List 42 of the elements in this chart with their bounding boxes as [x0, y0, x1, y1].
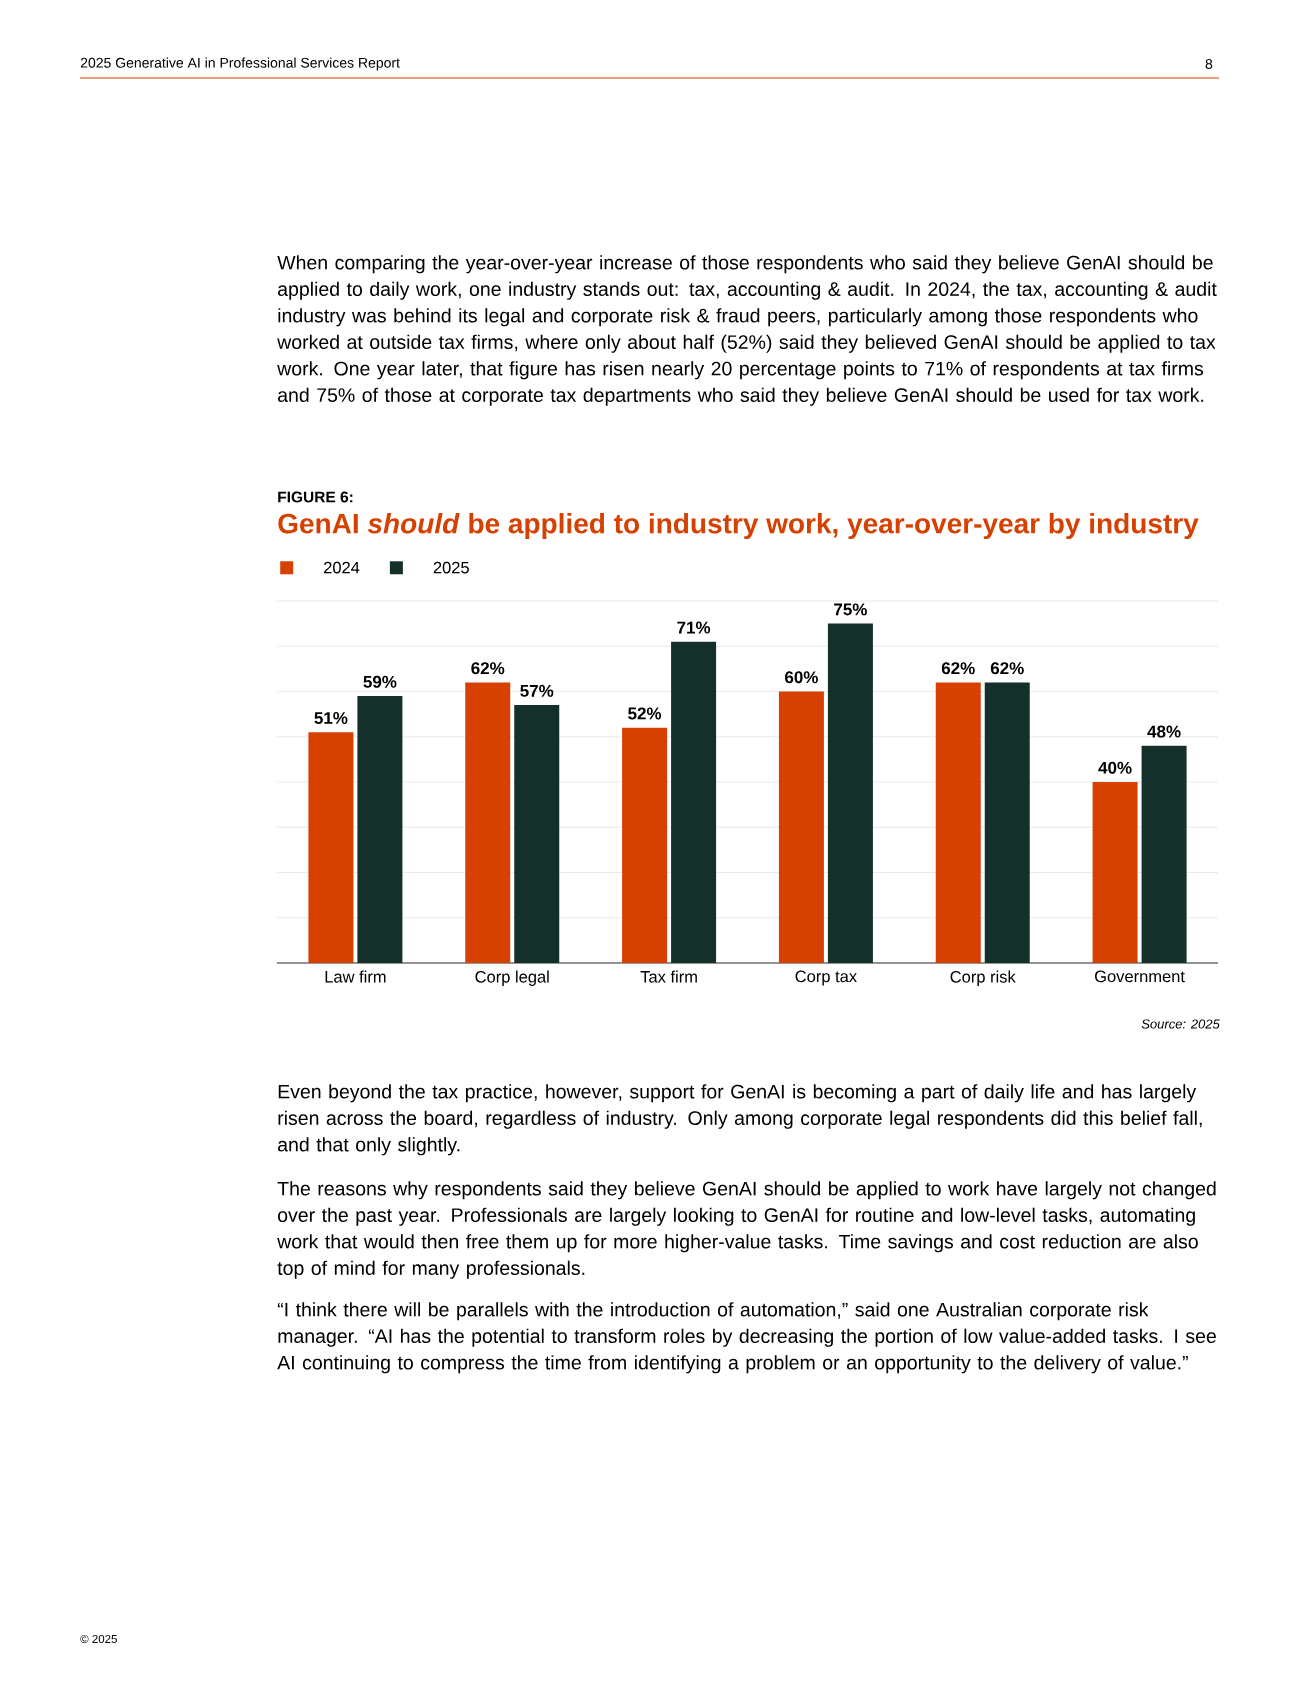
text: 8: [1205, 59, 1213, 69]
data-label: 71%: [677, 621, 711, 634]
data-label: 62%: [471, 662, 505, 675]
source-note: Source: 2025: [1141, 1019, 1220, 1029]
bar: [984, 682, 1030, 963]
x-tick-label: Government: [1095, 970, 1185, 983]
bar: [308, 732, 354, 963]
bar: [827, 623, 873, 963]
text: 2025 Generative AI in Professional Services Report: [80, 57, 400, 71]
x-tick-label: Corp legal: [475, 970, 549, 986]
bar: [1092, 781, 1138, 963]
bar: [671, 641, 717, 963]
caption: FIGURE 6:: [278, 491, 353, 503]
text: “I think there will be parallels with the introduction of automation,” said one Australian corporate risk manager. “AI has the potential to transform roles by decreasing the portion of low value-added tasks. I see AI continuing to compress the time from identifying a problem or an opportunity to the delivery of value.”: [277, 1302, 1216, 1374]
text: Even beyond the tax practice, however, support for GenAI is becoming a part of daily life and has largely risen across the board, regardless of industry. Only among corporate legal respondents did this belief fall, and that only slightly.: [278, 1084, 1202, 1156]
data-label: 62%: [990, 662, 1024, 675]
bar: [1141, 745, 1187, 963]
x-tick-label: Corp tax: [795, 970, 857, 986]
data-label: 57%: [520, 684, 554, 697]
legend-label: 2024: [324, 561, 360, 574]
x-tick-label: Corp risk: [950, 970, 1016, 986]
bar: [357, 696, 403, 963]
bar: [935, 682, 981, 963]
x-tick-label: Law firm: [325, 970, 386, 983]
chart-title: GenAI should be applied to industry work, year-over-year by industry: [278, 512, 1199, 540]
bar: [514, 705, 560, 963]
bar: [465, 682, 511, 963]
data-label: 51%: [314, 712, 348, 725]
data-label: 62%: [941, 662, 975, 675]
data-label: 60%: [785, 671, 818, 684]
data-label: 48%: [1147, 725, 1181, 738]
data-label: 59%: [363, 675, 397, 688]
data-label: 40%: [1098, 761, 1132, 774]
bar: [622, 727, 668, 963]
text: © 2025: [80, 1634, 117, 1644]
x-tick-label: Tax firm: [640, 970, 697, 983]
text: The reasons why respondents said they believe GenAI should be applied to work have largely not changed over the past year. Professionals are largely looking to GenAI for routine and low-level tasks, automating work that would then free them up for more higher-value tasks. Time savings and cost reduction are also top of mind for many professionals.: [277, 1181, 1216, 1279]
bar: [778, 691, 824, 963]
data-label: 75%: [834, 603, 867, 616]
text: When comparing the year-over-year increase of those respondents who said they believe GenAI should be applied to daily work, one industry stands out: tax, accounting & audit. In 2024, the tax, accounting & audit industry was behind its legal and corporate risk & fraud peers, particularly among those respondents who worked at outside tax firms, where only about half (52%) said they believed GenAI should be applied to tax work. One year later, that figure has risen nearly 20 percentage points to 71% of respondents at tax firms and 75% of those at corporate tax departments who said they believe GenAI should be used for tax work.: [277, 255, 1217, 406]
legend-label: 2025: [433, 561, 469, 574]
data-label: 52%: [628, 707, 662, 720]
